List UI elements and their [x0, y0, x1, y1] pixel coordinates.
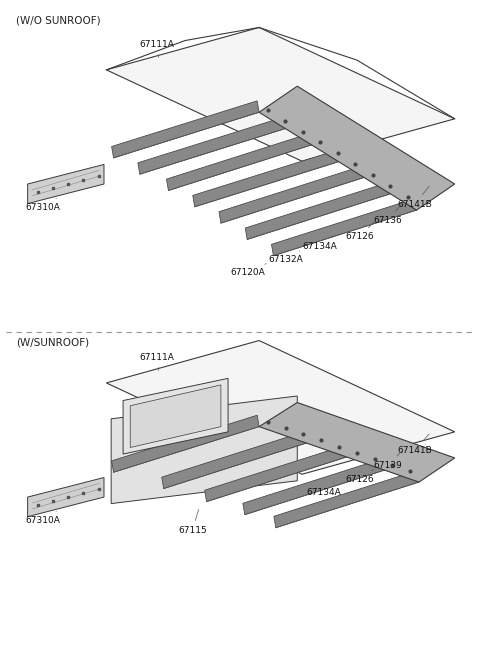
Polygon shape [245, 182, 390, 240]
Polygon shape [274, 471, 419, 528]
Polygon shape [107, 341, 455, 474]
Polygon shape [123, 379, 228, 454]
Text: 67134A: 67134A [302, 236, 337, 252]
Polygon shape [138, 117, 285, 174]
Polygon shape [193, 150, 340, 207]
Text: 67132A: 67132A [269, 251, 303, 264]
Polygon shape [130, 385, 221, 447]
Text: 67310A: 67310A [25, 512, 60, 525]
Polygon shape [111, 396, 297, 504]
Text: 67126: 67126 [345, 222, 374, 242]
Text: 67310A: 67310A [25, 198, 60, 212]
Text: 67111A: 67111A [140, 353, 175, 370]
Polygon shape [28, 164, 104, 204]
Text: 67134A: 67134A [307, 483, 342, 497]
Polygon shape [204, 445, 350, 502]
Polygon shape [259, 86, 455, 210]
Text: 67136: 67136 [373, 202, 403, 225]
Polygon shape [112, 415, 259, 472]
Polygon shape [107, 28, 455, 161]
Text: 67141B: 67141B [397, 434, 432, 455]
Polygon shape [219, 166, 364, 223]
Polygon shape [272, 198, 417, 255]
Text: 67111A: 67111A [140, 40, 175, 58]
Polygon shape [259, 403, 455, 482]
Text: 67115: 67115 [178, 510, 207, 535]
Polygon shape [112, 101, 259, 158]
Text: 67126: 67126 [345, 470, 374, 484]
Text: (W/O SUNROOF): (W/O SUNROOF) [16, 16, 100, 26]
Text: 67139: 67139 [373, 450, 403, 470]
Polygon shape [162, 432, 307, 489]
Polygon shape [243, 458, 388, 515]
Text: 67141B: 67141B [397, 186, 432, 209]
Polygon shape [167, 134, 312, 191]
Text: (W/SUNROOF): (W/SUNROOF) [16, 337, 89, 347]
Text: 67120A: 67120A [230, 263, 266, 277]
Polygon shape [28, 477, 104, 517]
